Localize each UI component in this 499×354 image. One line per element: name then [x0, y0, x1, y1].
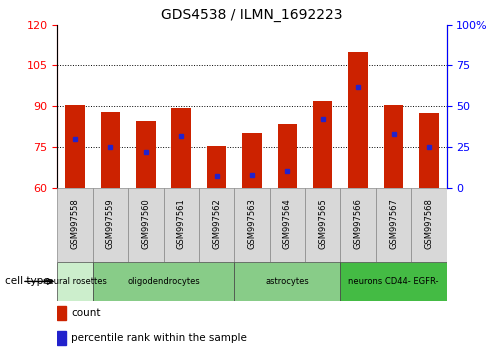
- Bar: [57, 331, 66, 344]
- Bar: [269, 188, 305, 262]
- Text: GSM997559: GSM997559: [106, 198, 115, 249]
- Text: GSM997565: GSM997565: [318, 198, 327, 249]
- Bar: [376, 188, 411, 262]
- Bar: [65, 105, 85, 188]
- Text: GSM997561: GSM997561: [177, 198, 186, 249]
- Bar: [93, 262, 235, 301]
- Bar: [348, 52, 368, 188]
- Text: GSM997558: GSM997558: [70, 198, 79, 249]
- Text: GSM997563: GSM997563: [248, 198, 256, 249]
- Bar: [57, 306, 66, 320]
- Title: GDS4538 / ILMN_1692223: GDS4538 / ILMN_1692223: [161, 8, 343, 22]
- Bar: [57, 188, 93, 262]
- Bar: [340, 262, 447, 301]
- Text: GSM997566: GSM997566: [354, 198, 363, 249]
- Bar: [277, 124, 297, 188]
- Text: GSM997568: GSM997568: [425, 198, 434, 249]
- Bar: [419, 113, 439, 188]
- Bar: [164, 188, 199, 262]
- Bar: [128, 188, 164, 262]
- Text: neural rosettes: neural rosettes: [43, 277, 107, 286]
- Bar: [235, 188, 269, 262]
- Bar: [57, 262, 93, 301]
- Text: percentile rank within the sample: percentile rank within the sample: [71, 332, 247, 343]
- Bar: [411, 188, 447, 262]
- Text: GSM997562: GSM997562: [212, 198, 221, 249]
- Bar: [172, 108, 191, 188]
- Text: GSM997564: GSM997564: [283, 198, 292, 249]
- Bar: [313, 101, 332, 188]
- Text: neurons CD44- EGFR-: neurons CD44- EGFR-: [348, 277, 439, 286]
- Bar: [199, 188, 235, 262]
- Bar: [235, 262, 340, 301]
- Bar: [136, 121, 156, 188]
- Bar: [93, 188, 128, 262]
- Text: GSM997567: GSM997567: [389, 198, 398, 249]
- Bar: [340, 188, 376, 262]
- Bar: [101, 112, 120, 188]
- Text: GSM997560: GSM997560: [141, 198, 150, 249]
- Bar: [243, 133, 261, 188]
- Text: count: count: [71, 308, 100, 318]
- Bar: [305, 188, 340, 262]
- Text: oligodendrocytes: oligodendrocytes: [127, 277, 200, 286]
- Bar: [207, 145, 227, 188]
- Text: cell type: cell type: [5, 276, 49, 286]
- Bar: [384, 105, 403, 188]
- Text: astrocytes: astrocytes: [265, 277, 309, 286]
